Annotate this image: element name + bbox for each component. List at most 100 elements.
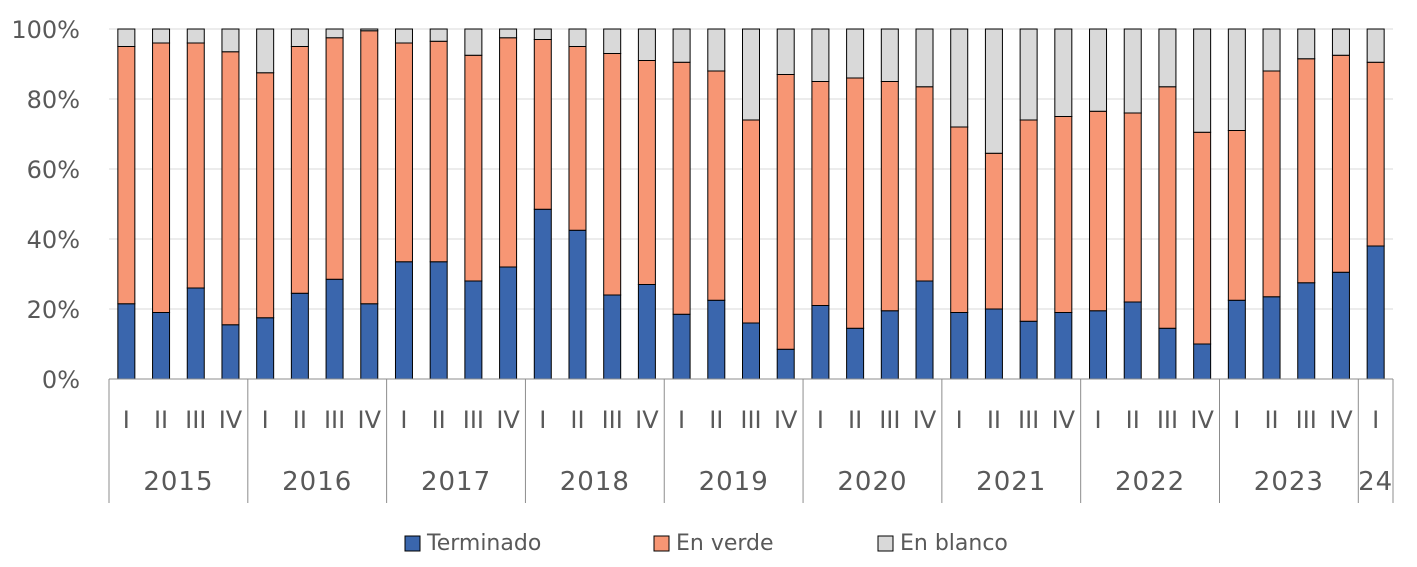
bar-en-verde <box>707 70 726 301</box>
bar-terminado <box>672 313 691 380</box>
bar-terminado <box>603 294 622 380</box>
bar-en-blanco <box>256 28 275 74</box>
bar-en-blanco <box>290 28 309 47</box>
bar-en-verde <box>1193 131 1212 345</box>
quarter-label: IV <box>635 406 659 434</box>
bar-terminado <box>186 287 205 380</box>
y-tick-label: 20% <box>27 296 80 324</box>
quarter-label: III <box>879 406 900 434</box>
quarter-label: I <box>1372 406 1379 434</box>
bar-en-blanco <box>637 28 656 61</box>
bar-terminado <box>256 317 275 380</box>
bar-en-verde <box>846 77 865 329</box>
bar-terminado <box>1331 271 1350 380</box>
quarter-label: II <box>848 406 862 434</box>
quarter-label: III <box>463 406 484 434</box>
bar-terminado <box>152 312 171 380</box>
quarter-label: III <box>1296 406 1317 434</box>
bars <box>117 28 1385 380</box>
bar-en-verde <box>533 39 552 210</box>
bar-terminado <box>568 229 587 380</box>
bar-en-blanco <box>1019 28 1038 121</box>
quarter-label: III <box>602 406 623 434</box>
bar-en-blanco <box>1123 28 1142 114</box>
y-tick-label: 0% <box>42 366 80 394</box>
quarter-label: II <box>432 406 446 434</box>
year-label: 2023 <box>1254 467 1324 497</box>
year-label: 2018 <box>560 467 630 497</box>
quarter-label: I <box>539 406 546 434</box>
bar-terminado <box>533 208 552 380</box>
bar-terminado <box>290 292 309 380</box>
bar-en-verde <box>360 30 379 305</box>
bar-en-verde <box>394 42 413 263</box>
quarter-label: II <box>293 406 307 434</box>
bar-en-blanco <box>1297 28 1316 60</box>
quarter-label: III <box>1157 406 1178 434</box>
bar-terminado <box>742 322 760 380</box>
bar-en-blanco <box>742 28 760 121</box>
bar-en-blanco <box>846 28 865 79</box>
quarter-label: IV <box>219 406 243 434</box>
bar-terminado <box>915 280 934 380</box>
bar-terminado <box>880 310 899 380</box>
y-axis: 0% 20% 40% 60% 80% 100% <box>11 16 80 394</box>
bar-en-verde <box>152 42 171 313</box>
bar-en-blanco <box>221 28 240 53</box>
bar-terminado <box>1123 301 1142 380</box>
bar-en-verde <box>984 152 1003 310</box>
bar-en-blanco <box>429 28 448 42</box>
bar-en-blanco <box>568 28 587 47</box>
bar-en-verde <box>256 72 275 319</box>
bar-terminado <box>360 303 379 380</box>
legend-label: Terminado <box>426 531 541 556</box>
legend: Terminado En verde En blanco <box>404 531 1008 556</box>
bar-terminado <box>811 305 830 380</box>
quarter-label: I <box>1233 406 1240 434</box>
bar-en-verde <box>742 119 760 324</box>
bar-en-verde <box>603 53 622 296</box>
bar-en-blanco <box>1227 28 1246 131</box>
quarter-label: I <box>123 406 130 434</box>
bar-en-verde <box>1158 86 1177 329</box>
bar-en-verde <box>325 37 344 280</box>
bar-terminado <box>1366 245 1385 380</box>
legend-label: En verde <box>676 531 774 556</box>
bar-terminado <box>950 312 969 380</box>
quarter-label: IV <box>1329 406 1353 434</box>
y-tick-label: 80% <box>27 86 80 114</box>
bar-en-blanco <box>325 28 344 39</box>
bar-en-verde <box>1297 58 1316 284</box>
bar-en-blanco <box>776 28 795 75</box>
bar-en-blanco <box>603 28 622 54</box>
bar-en-blanco <box>1054 28 1073 117</box>
y-tick-label: 100% <box>11 16 80 44</box>
year-label: 2021 <box>976 467 1046 497</box>
year-label: 24 <box>1358 467 1393 497</box>
bar-terminado <box>325 278 344 380</box>
bar-en-verde <box>1123 112 1142 303</box>
bar-en-verde <box>1054 116 1073 313</box>
bar-en-blanco <box>117 28 136 47</box>
bar-terminado <box>984 308 1003 380</box>
bar-en-blanco <box>1331 28 1350 56</box>
bar-terminado <box>846 327 865 380</box>
bar-en-verde <box>880 81 899 312</box>
bar-en-blanco <box>533 28 552 40</box>
bar-en-verde <box>290 46 309 294</box>
bar-terminado <box>1193 343 1212 380</box>
quarter-label: III <box>185 406 206 434</box>
bar-en-blanco <box>1089 28 1108 112</box>
quarter-label: IV <box>496 406 520 434</box>
bar-terminado <box>1297 282 1316 380</box>
bar-terminado <box>1019 320 1038 380</box>
bar-en-verde <box>221 51 240 326</box>
bar-en-blanco <box>394 28 413 44</box>
bar-en-blanco <box>811 28 830 82</box>
bar-en-verde <box>186 42 205 289</box>
y-tick-label: 40% <box>27 226 80 254</box>
quarter-label: I <box>678 406 685 434</box>
year-label: 2022 <box>1115 467 1185 497</box>
